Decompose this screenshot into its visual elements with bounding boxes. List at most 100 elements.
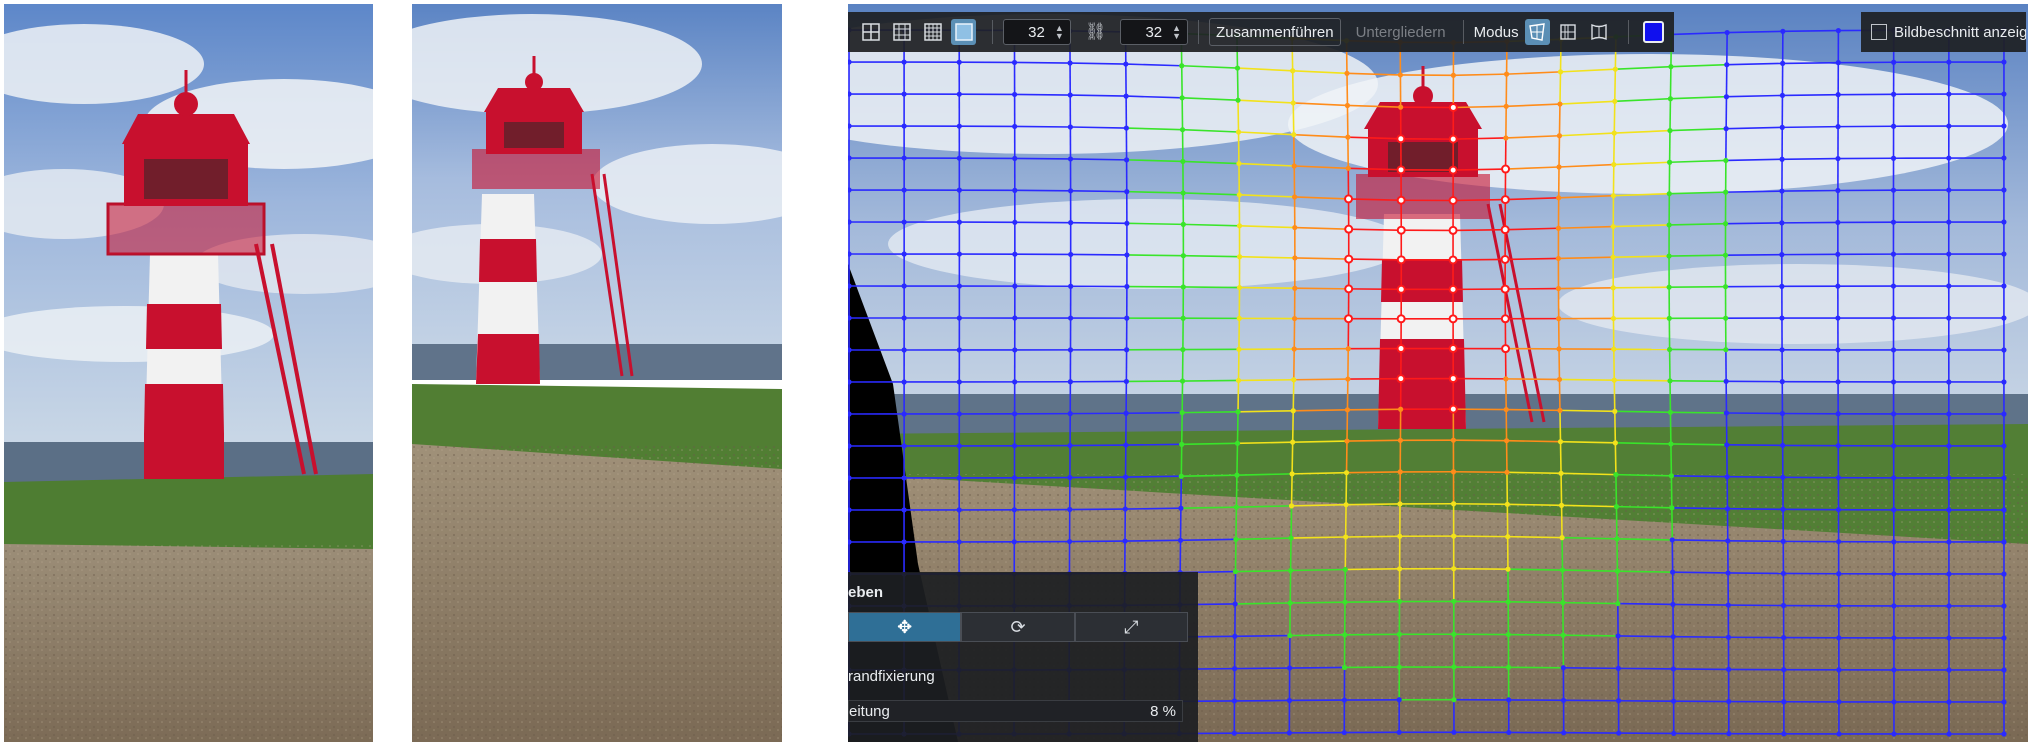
grid-node[interactable]	[1616, 730, 1622, 736]
grid-node[interactable]	[1560, 600, 1566, 606]
grid-node[interactable]	[1891, 59, 1897, 65]
grid-node[interactable]	[1180, 158, 1186, 165]
grid-node[interactable]	[1781, 731, 1787, 737]
grid-node[interactable]	[1236, 192, 1242, 198]
grid-node[interactable]	[1397, 437, 1404, 443]
grid-node[interactable]	[1396, 631, 1402, 637]
grid-node[interactable]	[1396, 134, 1406, 144]
grid-node[interactable]	[1779, 379, 1785, 385]
grid-node[interactable]	[1506, 729, 1512, 736]
grid-node[interactable]	[1343, 470, 1350, 476]
grid-node[interactable]	[1724, 29, 1730, 36]
grid-node[interactable]	[1557, 439, 1564, 445]
grid-node[interactable]	[1891, 635, 1897, 641]
grid-node[interactable]	[1890, 379, 1897, 385]
grid-node[interactable]	[1891, 443, 1897, 449]
grid-node[interactable]	[1891, 411, 1897, 417]
grid-node[interactable]	[1231, 730, 1237, 736]
grid-node[interactable]	[2001, 731, 2007, 737]
grid-node[interactable]	[1946, 187, 1952, 193]
grid-node[interactable]	[1890, 187, 1897, 193]
grid-node[interactable]	[848, 187, 852, 193]
grid-node[interactable]	[956, 251, 962, 257]
grid-node[interactable]	[1012, 283, 1018, 289]
grid-node[interactable]	[956, 283, 962, 289]
grid-node[interactable]	[1891, 475, 1897, 481]
grid-node[interactable]	[1344, 224, 1354, 234]
grid-node[interactable]	[2001, 411, 2007, 417]
grid-node[interactable]	[1123, 61, 1129, 67]
grid-node[interactable]	[1615, 698, 1622, 704]
grid-node[interactable]	[1235, 97, 1241, 103]
grid-node[interactable]	[1012, 347, 1018, 353]
grid-node[interactable]	[1723, 315, 1729, 321]
grid-node[interactable]	[2001, 187, 2007, 193]
grid-node[interactable]	[1451, 729, 1457, 735]
grid-node[interactable]	[1946, 219, 1952, 225]
grid-node[interactable]	[1780, 474, 1786, 480]
grid-node[interactable]	[1503, 376, 1509, 382]
grid-node[interactable]	[901, 475, 907, 481]
grid-node[interactable]	[1344, 70, 1350, 76]
grid-node[interactable]	[1067, 474, 1073, 481]
grid-node[interactable]	[1448, 225, 1458, 235]
grid-node[interactable]	[1946, 123, 1952, 129]
grid-node[interactable]	[1556, 346, 1562, 352]
grid-node[interactable]	[1671, 698, 1677, 704]
grid-node[interactable]	[1067, 347, 1074, 353]
split-button[interactable]: Untergliedern	[1355, 23, 1446, 41]
rotate-icon[interactable]: ⟳	[961, 612, 1075, 642]
grid-node[interactable]	[901, 187, 907, 193]
grid-node[interactable]	[1500, 284, 1510, 294]
grid-node[interactable]	[1067, 506, 1073, 513]
grid-node[interactable]	[1066, 538, 1073, 545]
grid-node[interactable]	[1067, 411, 1073, 417]
grid-node[interactable]	[1179, 95, 1185, 101]
grid-node[interactable]	[1503, 71, 1510, 77]
grid-node[interactable]	[1781, 667, 1787, 673]
grid-node[interactable]	[1946, 315, 1952, 321]
grid-node[interactable]	[1835, 475, 1841, 481]
grid-node[interactable]	[1291, 346, 1297, 352]
grid-node[interactable]	[1835, 219, 1841, 226]
grid-node[interactable]	[1946, 91, 1952, 97]
grid-node[interactable]	[901, 155, 907, 161]
rows-stepper[interactable]: 32 ▲ ▼	[1120, 19, 1189, 45]
grid-node[interactable]	[1946, 539, 1952, 545]
grid-node[interactable]	[2001, 283, 2007, 289]
grid-node[interactable]	[1180, 346, 1186, 353]
grid-node[interactable]	[1836, 731, 1842, 737]
grid-node[interactable]	[1448, 314, 1458, 324]
grid-node[interactable]	[1233, 504, 1240, 510]
grid-node[interactable]	[1123, 157, 1130, 163]
grid-node[interactable]	[1342, 599, 1348, 605]
grid-node[interactable]	[1556, 195, 1562, 201]
grid-node[interactable]	[1451, 664, 1457, 670]
grid-node[interactable]	[1344, 194, 1354, 204]
grid-node[interactable]	[1946, 283, 1952, 289]
grid-node[interactable]	[848, 251, 852, 257]
grid-node[interactable]	[1780, 570, 1787, 577]
grid-node[interactable]	[2001, 59, 2007, 65]
grid-node[interactable]	[1615, 600, 1621, 607]
grid-node[interactable]	[1612, 66, 1618, 72]
grid-node[interactable]	[1448, 344, 1458, 354]
grid-node[interactable]	[1781, 635, 1787, 641]
grid-node[interactable]	[1667, 409, 1674, 415]
grid-node[interactable]	[1123, 347, 1130, 353]
grid-node[interactable]	[956, 475, 962, 481]
grid-node[interactable]	[1232, 568, 1239, 575]
grid-node[interactable]	[1835, 315, 1841, 321]
grid-node[interactable]	[1290, 100, 1296, 106]
grid-node[interactable]	[1234, 440, 1241, 446]
grid-node[interactable]	[848, 91, 852, 97]
edge-fix-label[interactable]: randfixierung	[848, 668, 935, 685]
grid-node[interactable]	[1451, 631, 1457, 637]
grid-node[interactable]	[1448, 134, 1458, 144]
grid-node[interactable]	[1671, 730, 1677, 737]
grid-node[interactable]	[1891, 603, 1897, 609]
grid-node[interactable]	[1500, 195, 1510, 205]
grid-node[interactable]	[1836, 635, 1842, 641]
grid-node[interactable]	[901, 347, 907, 353]
grid-node[interactable]	[1292, 285, 1298, 291]
